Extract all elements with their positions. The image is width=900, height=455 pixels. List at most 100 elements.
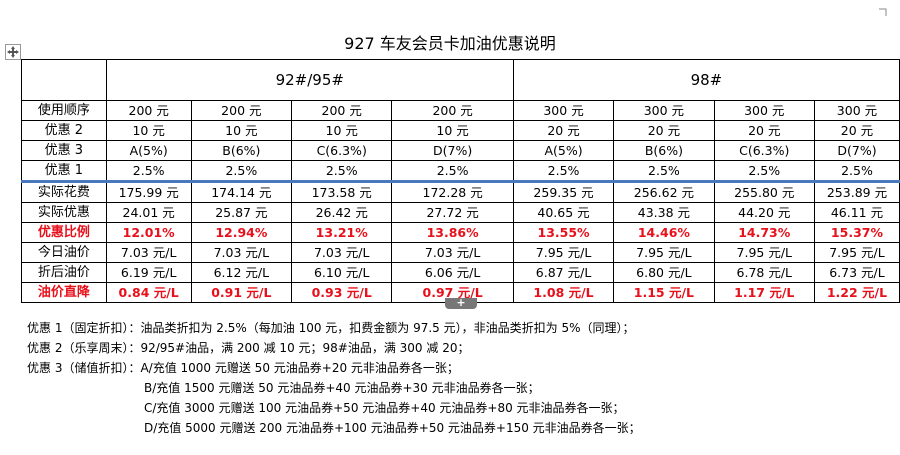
table-cell: 200 元	[105, 100, 192, 121]
table-cell: 0.84 元/L	[105, 282, 192, 303]
note-line: C/充值 3000 元赠送 100 元油品券+50 元油品券+40 元油品券+8…	[144, 401, 625, 415]
table-row: 折后油价 6.19 元/L 6.12 元/L 6.10 元/L 6.06 元/L 6.87…	[21, 262, 900, 283]
table-cell: 7.95 元/L	[512, 242, 615, 263]
group-header: 92#/95#	[105, 59, 514, 101]
table-cell: 12.01%	[105, 222, 192, 243]
table-cell: 46.11 元	[813, 202, 900, 223]
table-row: 优惠 1 2.5% 2.5% 2.5% 2.5% 2.5% 2.5% 2.5% 2.5%	[21, 160, 900, 183]
row-label: 优惠比例	[21, 222, 107, 243]
table-cell: 300 元	[512, 100, 615, 121]
table-cell: C(6.3%)	[291, 140, 393, 161]
table-cell: 300 元	[813, 100, 900, 121]
table-cell: 1.08 元/L	[512, 282, 615, 303]
table-cell: 200 元	[291, 100, 393, 121]
table-cell: B(6%)	[613, 140, 715, 161]
table-cell: 26.42 元	[291, 202, 393, 223]
table-cell: 10 元	[291, 120, 393, 141]
table-cell: 20 元	[613, 120, 715, 141]
table-cell: 200 元	[391, 100, 514, 121]
table-cell: C(6.3%)	[713, 140, 815, 161]
note-line: 优惠 1（固定折扣）：油品类折扣为 2.5%（每加油 100 元，扣费金额为 9…	[27, 321, 635, 335]
table-cell: 172.28 元	[391, 181, 514, 203]
table-cell: A(5%)	[105, 140, 192, 161]
table-cell: 175.99 元	[105, 181, 192, 203]
table-cell: A(5%)	[512, 140, 615, 161]
table-cell: 300 元	[613, 100, 715, 121]
table-cell: 13.21%	[291, 222, 393, 243]
table-cell: 43.38 元	[613, 202, 715, 223]
table-cell: 0.91 元/L	[190, 282, 293, 303]
table-cell: 300 元	[713, 100, 815, 121]
table-cell: 255.80 元	[713, 181, 815, 203]
table-cell: 14.73%	[713, 222, 815, 243]
row-label: 油价直降	[21, 282, 107, 303]
table-cell: 1.22 元/L	[813, 282, 900, 303]
notes: 优惠 1（固定折扣）：油品类折扣为 2.5%（每加油 100 元，扣费金额为 9…	[27, 318, 641, 438]
table-cell: 10 元	[190, 120, 293, 141]
table-cell: 2.5%	[391, 160, 514, 183]
table-cell: 6.73 元/L	[813, 262, 900, 283]
table-cell: 2.5%	[190, 160, 293, 183]
table-cell: 2.5%	[613, 160, 715, 183]
table-cell: 0.93 元/L	[291, 282, 393, 303]
table-cell: D(7%)	[391, 140, 514, 161]
note-line: 优惠 3（储值折扣）：A/充值 1000 元赠送 50 元油品券+20 元非油品…	[27, 361, 459, 375]
table-cell: 253.89 元	[813, 181, 900, 203]
table-cell: 24.01 元	[105, 202, 192, 223]
header-row: 92#/95# 98#	[21, 59, 900, 101]
table-cell: 200 元	[190, 100, 293, 121]
table-cell: 2.5%	[713, 160, 815, 183]
table-cell: 7.95 元/L	[713, 242, 815, 263]
table-cell: 6.87 元/L	[512, 262, 615, 283]
table-cell: D(7%)	[813, 140, 900, 161]
corner-bracket-icon	[879, 8, 887, 16]
table-cell: 6.10 元/L	[291, 262, 393, 283]
header-empty-cell	[21, 59, 107, 101]
table-row: 今日油价 7.03 元/L 7.03 元/L 7.03 元/L 7.03 元/L 7.95…	[21, 242, 900, 263]
table-row: 实际花费 175.99 元 174.14 元 173.58 元 172.28 元 259.…	[21, 181, 900, 203]
table-cell: 1.15 元/L	[613, 282, 715, 303]
table-row: 优惠 2 10 元 10 元 10 元 10 元 20 元 20 元 20 元 20 元	[21, 120, 900, 141]
table-cell: 7.03 元/L	[105, 242, 192, 263]
row-label: 实际花费	[21, 181, 107, 203]
note-line: D/充值 5000 元赠送 200 元油品券+100 元油品券+50 元油品券+…	[144, 421, 641, 435]
group-header: 98#	[512, 59, 900, 101]
table-cell: 25.87 元	[190, 202, 293, 223]
table-cell: 6.06 元/L	[391, 262, 514, 283]
table-cell: 256.62 元	[613, 181, 715, 203]
table-cell: 15.37%	[813, 222, 900, 243]
row-label: 优惠 1	[21, 160, 107, 183]
table-cell: 2.5%	[291, 160, 393, 183]
table-cell: B(6%)	[190, 140, 293, 161]
table-cell: 13.86%	[391, 222, 514, 243]
table-cell: 173.58 元	[291, 181, 393, 203]
row-label: 实际优惠	[21, 202, 107, 223]
page-title: 927 车友会员卡加油优惠说明	[344, 34, 556, 53]
table-cell: 13.55%	[512, 222, 615, 243]
table-cell: 259.35 元	[512, 181, 615, 203]
row-label: 折后油价	[21, 262, 107, 283]
table-cell: 12.94%	[190, 222, 293, 243]
note-line: B/充值 1500 元赠送 50 元油品券+40 元油品券+30 元非油品券各一…	[144, 381, 540, 395]
plus-icon: +	[456, 296, 466, 309]
table-cell: 1.17 元/L	[713, 282, 815, 303]
row-label: 优惠 3	[21, 140, 107, 161]
table-cell: 6.19 元/L	[105, 262, 192, 283]
table-cell: 6.80 元/L	[613, 262, 715, 283]
insert-row-button[interactable]: +	[445, 296, 477, 309]
table-cell: 7.03 元/L	[291, 242, 393, 263]
table-row: 优惠 3 A(5%) B(6%) C(6.3%) D(7%) A(5%) B(6%) C(6.…	[21, 140, 900, 161]
row-label: 今日油价	[21, 242, 107, 263]
note-line: 优惠 2（乐享周末）：92/95#油品，满 200 减 10 元；98#油品，满…	[27, 341, 470, 355]
table-cell: 7.95 元/L	[813, 242, 900, 263]
move-handle-icon[interactable]	[5, 44, 21, 60]
table-cell: 27.72 元	[391, 202, 514, 223]
table-cell: 10 元	[105, 120, 192, 141]
table-cell: 7.03 元/L	[391, 242, 514, 263]
table-cell: 2.5%	[813, 160, 900, 183]
table-row: 优惠比例 12.01% 12.94% 13.21% 13.86% 13.55% 14.46%…	[21, 222, 900, 243]
table-cell: 20 元	[713, 120, 815, 141]
